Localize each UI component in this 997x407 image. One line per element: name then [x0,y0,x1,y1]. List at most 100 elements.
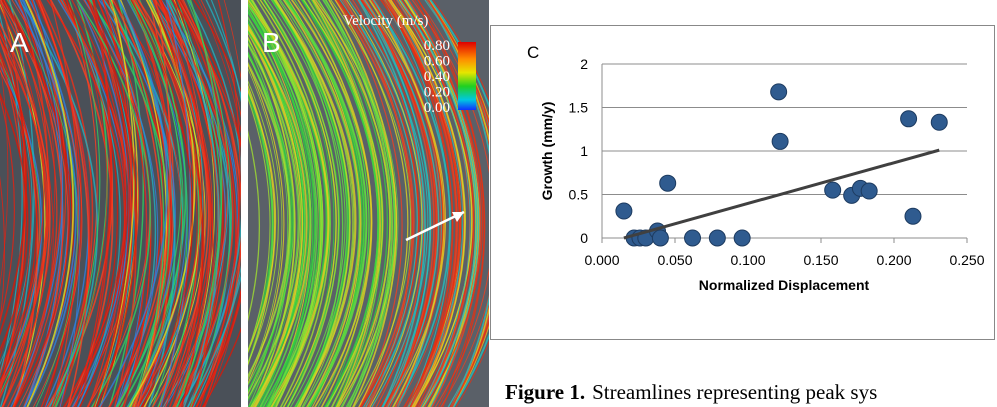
streamline [248,2,314,407]
streamline [10,0,64,407]
streamline [248,11,321,407]
streamline [248,36,296,407]
data-point [904,207,922,225]
y-tick-label: 1 [580,143,588,159]
streamline [0,0,69,407]
streamline [392,0,474,407]
streamline [0,39,49,389]
streamline [24,0,75,407]
streamline [0,176,5,325]
colorbar-label: 0.80 [424,38,450,54]
arrow-head [452,212,464,222]
caption: Figure 1. Streamlines representing peak s… [505,380,877,404]
streamline [147,0,200,407]
streamline [248,42,300,400]
streamline [102,0,184,407]
streamline [313,0,383,407]
streamline [272,0,351,407]
data-point [733,229,751,247]
streamline [248,63,285,385]
streamline [0,51,38,384]
streamline [248,68,283,381]
streamline [339,0,419,407]
streamline [248,54,295,386]
streamline [162,0,229,407]
streamline [76,0,151,407]
streamline [348,0,429,407]
streamline [74,0,112,407]
streamline [262,0,335,407]
streamline [417,0,486,407]
colorbar-label: 0.20 [424,85,450,101]
streamline [314,0,397,407]
streamline [0,95,15,324]
streamline [166,0,220,407]
x-axis-title: Normalized Displacement [699,277,870,293]
streamline [0,69,40,384]
streamline [0,60,32,377]
streamline [186,0,241,407]
caption-text: Streamlines representing peak sys [592,380,877,404]
streamline [411,0,489,407]
streamline [273,0,357,407]
streamline [115,0,182,407]
panel-label: A [10,27,29,58]
streamline [386,0,458,407]
data-point [659,174,677,192]
streamline [0,92,29,352]
streamline [396,0,471,407]
streamline [429,0,489,407]
y-tick-label: 1.5 [569,100,589,116]
streamline [0,59,9,288]
streamline [98,0,168,407]
streamline [176,0,237,407]
streamline [399,0,478,407]
streamline [301,0,380,407]
streamline [417,0,489,407]
colorbar-label: 0.00 [424,100,450,116]
data-point [684,229,702,247]
streamline [177,0,241,407]
data-point [770,83,788,101]
streamline [162,0,229,407]
streamline [197,0,241,407]
streamline [248,130,261,322]
streamline [324,0,396,407]
streamline [46,0,126,407]
data-point [708,229,726,247]
streamline [270,0,348,407]
panel-label: C [527,43,539,62]
streamline-image-b [248,0,489,407]
streamline [407,0,482,407]
streamline [248,39,302,402]
streamline [358,0,432,407]
streamline [283,0,367,407]
streamline [330,0,412,407]
streamline [302,0,384,407]
streamline [259,0,337,407]
streamline [130,0,193,407]
streamline [1,0,71,407]
streamline [428,0,489,407]
streamline [266,0,346,407]
streamline [248,3,318,407]
y-tick-label: 2 [580,56,588,72]
panel-label: B [262,27,281,58]
streamline [159,0,191,407]
data-point [824,181,842,199]
streamline [250,0,320,407]
streamline [158,0,205,407]
streamline [127,0,184,407]
streamline [49,0,79,407]
streamline [362,0,435,407]
streamline [0,3,46,407]
streamline [92,0,130,407]
streamline [38,0,94,407]
streamline [137,0,171,407]
colorbar-label: 0.40 [424,69,450,85]
streamline [59,0,133,407]
streamline [427,0,489,407]
streamline [65,0,127,407]
